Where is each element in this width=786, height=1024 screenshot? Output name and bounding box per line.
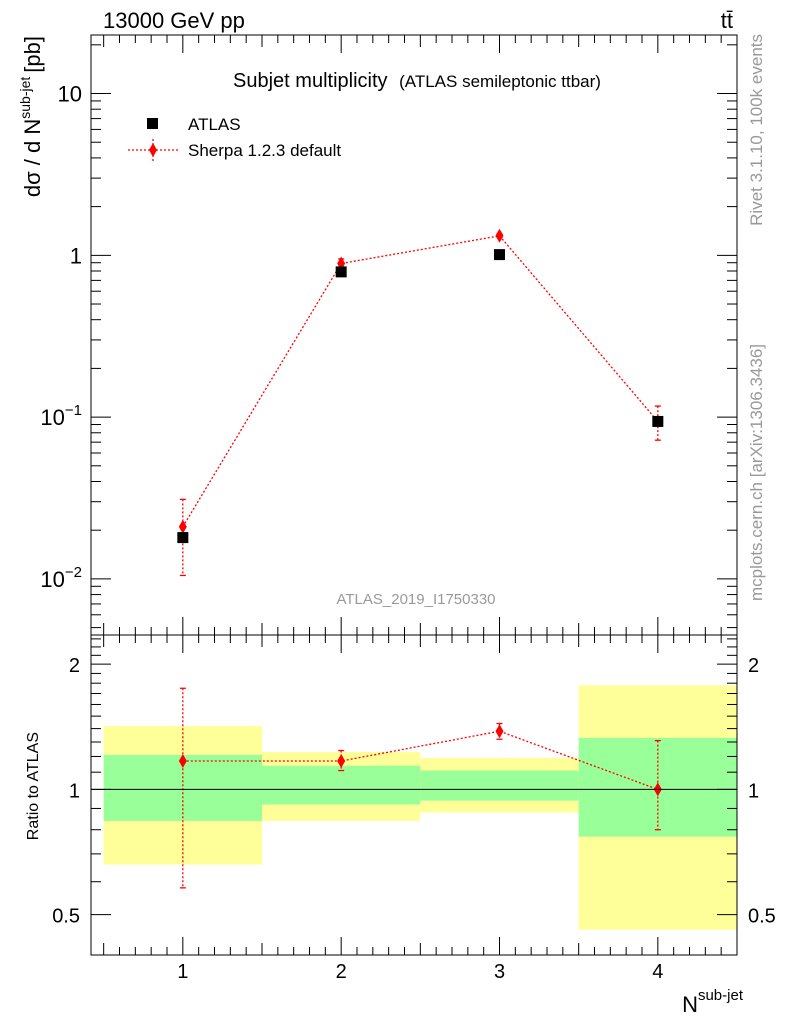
- x-tick-label: 3: [494, 961, 505, 983]
- analysis-label: ATLAS_2019_I1750330: [336, 591, 495, 608]
- atlas-point: [494, 249, 505, 261]
- sherpa-line: [182, 235, 659, 528]
- legend-marker-sherpa: [149, 143, 157, 157]
- ratio-band-green: [420, 770, 579, 801]
- atlas-point: [652, 415, 664, 427]
- sherpa-point: [178, 519, 187, 534]
- ratio-band-green: [262, 765, 421, 805]
- main-y-tick-label-base: 10: [40, 567, 64, 592]
- sherpa-series: [178, 228, 662, 577]
- main-y-label-sup: sub-jet: [17, 77, 33, 119]
- main-y-axis-label: dσ / d Nsub-jet [pb]: [17, 36, 45, 197]
- x-tick-label: 1: [177, 961, 188, 983]
- ratio-point: [337, 754, 346, 769]
- atlas-point: [335, 266, 347, 278]
- x-label-base: N: [682, 992, 698, 1017]
- main-y-tick-label-exp: −2: [65, 564, 82, 581]
- ratio-y-tick-label-left: 0.5: [52, 906, 80, 928]
- sherpa-point: [495, 228, 504, 243]
- main-y-tick-label-exp: −1: [65, 402, 82, 419]
- x-tick-label: 2: [336, 961, 347, 983]
- x-label-sup: sub-jet: [698, 987, 744, 1004]
- process-label: tt̄: [721, 8, 733, 33]
- chart-title: Subjet multiplicity (ATLAS semileptonic …: [233, 70, 601, 92]
- x-axis-label: Nsub-jet: [682, 987, 744, 1017]
- ratio-bands: [103, 685, 737, 930]
- x-tick-labels: 1 2 3 4: [177, 961, 663, 983]
- main-y-tick-label: 10−2: [40, 564, 82, 592]
- ratio-y-tick-label-left: 2: [69, 655, 80, 677]
- legend-label-atlas: ATLAS: [188, 115, 241, 134]
- main-y-label-unit: [pb]: [20, 36, 45, 73]
- legend-label-sherpa: Sherpa 1.2.3 default: [188, 141, 341, 160]
- energy-label: 13000 GeV pp: [103, 8, 245, 33]
- atlas-point: [177, 532, 189, 544]
- ratio-y-ticks: [91, 638, 737, 956]
- ratio-y-tick-label-right: 1: [748, 780, 759, 802]
- main-y-tick-label-base: 10: [40, 405, 64, 430]
- ratio-y-tick-label-right: 2: [748, 655, 759, 677]
- main-y-ticks: [91, 44, 737, 629]
- main-y-label-prefix: dσ / d N: [20, 119, 45, 197]
- x-tick-label: 4: [652, 961, 663, 983]
- main-y-tick-label: 10−1: [40, 402, 82, 430]
- ratio-plot-frame: [90, 634, 738, 956]
- rivet-label: Rivet 3.1.10, 100k events: [747, 34, 766, 226]
- chart-subtitle: (ATLAS semileptonic ttbar): [399, 72, 601, 91]
- legend-marker-atlas: [147, 118, 158, 129]
- ratio-y-tick-label-right: 0.5: [748, 906, 776, 928]
- ratio-point: [178, 754, 187, 769]
- legend: ATLAS Sherpa 1.2.3 default: [128, 115, 341, 161]
- ratio-y-tick-labels: 0.5 0.5 1 1 2 2: [52, 655, 776, 928]
- ratio-point: [495, 724, 504, 739]
- atlas-series: [177, 249, 664, 544]
- chart-title-main: Subjet multiplicity: [233, 70, 388, 92]
- main-y-tick-label: 10: [58, 82, 82, 107]
- ratio-y-tick-label-left: 1: [69, 780, 80, 802]
- main-y-tick-label: 1: [70, 243, 82, 268]
- mcplots-label: mcplots.cern.ch [arXiv:1306.3436]: [747, 344, 766, 601]
- x-ticks: [103, 35, 738, 955]
- ratio-y-axis-label: Ratio to ATLAS: [25, 732, 42, 840]
